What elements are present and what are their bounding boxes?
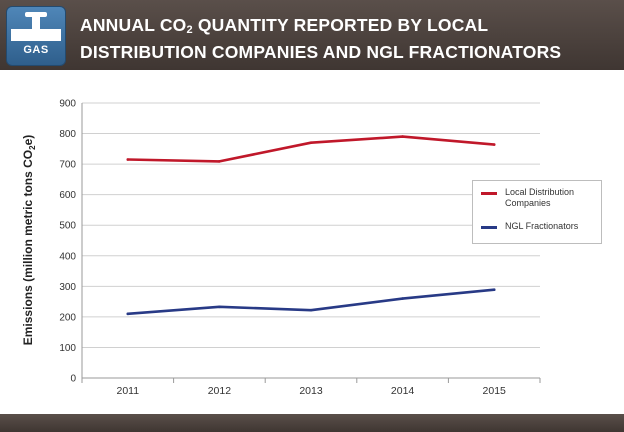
y-tick-label: 0 <box>70 374 76 385</box>
y-tick-label: 800 <box>59 129 76 140</box>
data-point <box>401 135 404 138</box>
chart-title: Annual CO2 Quantity Reported by Local Di… <box>80 15 562 62</box>
data-point <box>126 312 130 316</box>
series-line-0 <box>126 135 496 163</box>
y-tick-label: 500 <box>59 221 76 232</box>
data-point <box>126 158 130 161</box>
x-tick-label: 2012 <box>208 385 232 397</box>
y-tick-label: 200 <box>59 312 76 323</box>
y-tick-label: 900 <box>59 99 76 110</box>
gas-pipeline-icon: GAS <box>6 6 66 66</box>
y-tick-label: 600 <box>59 190 76 201</box>
data-point <box>492 288 496 291</box>
data-point <box>401 297 404 300</box>
data-point <box>218 160 221 163</box>
data-point <box>309 141 313 145</box>
y-tick-label: 100 <box>59 343 76 354</box>
chart-legend: Local Distribution Companies NGL Fractio… <box>472 180 602 244</box>
x-tick-label: 2011 <box>117 385 140 397</box>
y-tick-label: 700 <box>59 160 76 171</box>
data-point <box>492 143 496 146</box>
legend-swatch-blue <box>481 226 497 229</box>
y-tick-label: 400 <box>59 251 76 262</box>
x-tick-label: 2014 <box>391 385 415 397</box>
data-point <box>218 305 221 309</box>
header-bar: GAS Annual CO2 Quantity Reported by Loca… <box>0 0 624 70</box>
gas-badge-label: GAS <box>23 44 49 56</box>
data-point <box>309 308 313 312</box>
legend-swatch-red <box>481 192 497 195</box>
x-tick-label: 2015 <box>483 385 507 397</box>
x-tick-label: 2013 <box>299 385 323 397</box>
legend-label: NGL Fractionators <box>505 221 579 231</box>
footer-bar <box>0 414 624 432</box>
legend-label: Local Distribution Companies <box>505 187 575 208</box>
y-tick-label: 300 <box>59 282 76 293</box>
